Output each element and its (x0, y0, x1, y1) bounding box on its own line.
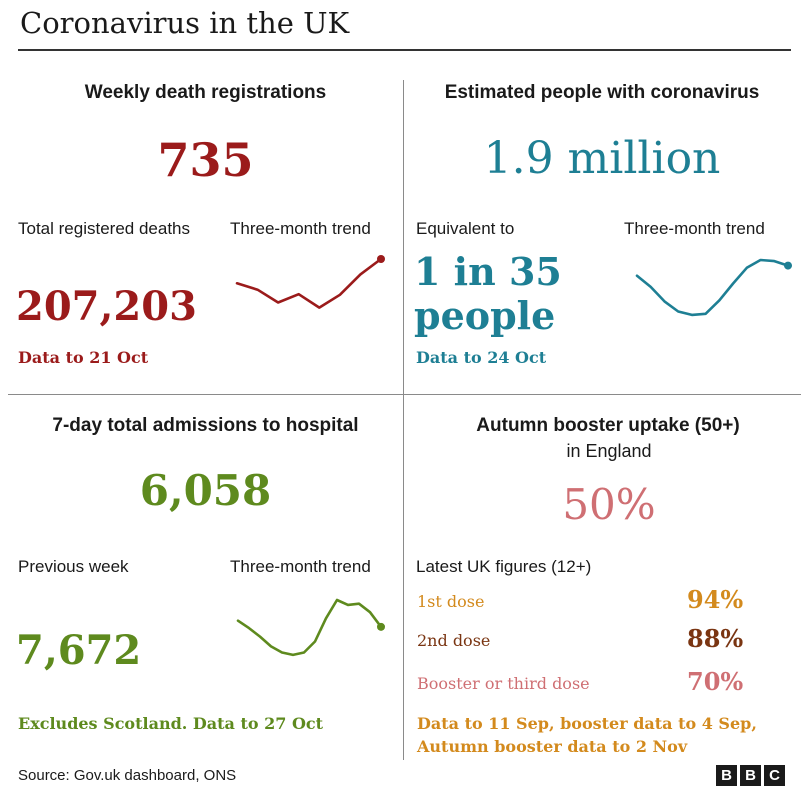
hospital-trend-chart (236, 598, 385, 657)
bbc-logo-letter: B (740, 765, 761, 786)
infections-trend-label: Three-month trend (624, 219, 765, 238)
hospital-note: Excludes Scotland. Data to 27 Oct (18, 714, 324, 733)
infections-equiv-line1: 1 in 35 (414, 249, 562, 294)
hospital-value: 6,058 (139, 466, 272, 515)
dose-label-first: 1st dose (417, 592, 485, 611)
trend-line (235, 257, 383, 309)
horizontal-divider (8, 394, 801, 395)
bbc-logo-letter: C (764, 765, 785, 786)
dose-value-booster: 70% (687, 667, 744, 696)
trend-end-point (377, 255, 385, 263)
hospital-prev-value: 7,672 (16, 627, 142, 674)
booster-note-line1: Data to 11 Sep, booster data to 4 Sep, (417, 714, 757, 733)
booster-value: 50% (562, 480, 656, 529)
booster-subtitle: in England (566, 441, 652, 461)
vertical-divider (403, 80, 404, 760)
header-divider (18, 49, 791, 51)
deaths-trend-label: Three-month trend (230, 219, 371, 238)
hospital-prev-label: Previous week (18, 557, 129, 576)
booster-title: Autumn booster uptake (50+) (476, 415, 740, 436)
infections-trend-chart (635, 258, 792, 317)
dose-value-first: 94% (687, 585, 744, 614)
hospital-trend-label: Three-month trend (230, 557, 371, 576)
trend-line (236, 598, 383, 657)
deaths-total-value: 207,203 (16, 283, 197, 330)
infections-value: 1.9 million (483, 133, 721, 184)
trend-end-point (784, 261, 792, 270)
booster-uk-label: Latest UK figures (12+) (416, 557, 592, 576)
bbc-logo-letter: B (716, 765, 737, 786)
deaths-total-label: Total registered deaths (18, 219, 190, 238)
trend-line (635, 258, 790, 317)
infections-title: Estimated people with coronavirus (444, 82, 760, 103)
hospital-title: 7-day total admissions to hospital (52, 415, 359, 436)
deaths-title: Weekly death registrations (84, 82, 327, 103)
infections-equiv-line2: people (414, 293, 556, 338)
deaths-trend-chart (235, 255, 385, 309)
infections-note: Data to 24 Oct (416, 348, 547, 367)
trend-end-point (377, 622, 385, 631)
deaths-value: 735 (157, 133, 254, 187)
source-text: Source: Gov.uk dashboard, ONS (18, 767, 237, 784)
page-title: Coronavirus in the UK (20, 6, 350, 40)
dose-label-second: 2nd dose (417, 631, 491, 650)
deaths-note: Data to 21 Oct (18, 348, 149, 367)
dose-value-second: 88% (687, 624, 744, 653)
bbc-logo: B B C (716, 765, 785, 786)
booster-note-line2: Autumn booster data to 2 Nov (417, 737, 688, 756)
infections-equiv-label: Equivalent to (416, 219, 515, 238)
dose-label-booster: Booster or third dose (417, 674, 590, 693)
